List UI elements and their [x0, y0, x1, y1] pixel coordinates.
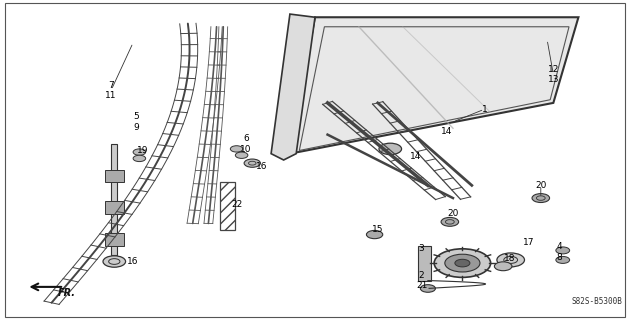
Text: 20: 20: [535, 181, 546, 190]
Circle shape: [236, 152, 248, 158]
Circle shape: [367, 230, 383, 239]
Text: 15: 15: [372, 225, 384, 234]
Circle shape: [379, 143, 401, 155]
Circle shape: [244, 159, 260, 167]
Text: 14: 14: [410, 152, 421, 161]
Polygon shape: [271, 14, 315, 160]
Text: FR.: FR.: [58, 288, 76, 299]
Polygon shape: [105, 170, 123, 182]
Circle shape: [445, 254, 480, 272]
Polygon shape: [105, 201, 123, 214]
Circle shape: [231, 146, 243, 152]
Text: 16: 16: [256, 162, 268, 171]
Text: 4
8: 4 8: [557, 242, 563, 262]
Circle shape: [495, 262, 512, 271]
Circle shape: [133, 149, 146, 155]
Circle shape: [556, 256, 570, 263]
Text: 2
21: 2 21: [416, 271, 427, 290]
Text: 7
11: 7 11: [105, 81, 117, 100]
Circle shape: [103, 256, 125, 267]
Text: 1: 1: [481, 105, 487, 114]
Text: 6
10: 6 10: [240, 134, 252, 154]
Text: 19: 19: [137, 146, 148, 155]
Text: S82S-B5300B: S82S-B5300B: [571, 297, 622, 306]
Text: 20: 20: [447, 209, 459, 219]
Text: 3: 3: [419, 244, 425, 253]
Text: 16: 16: [127, 257, 139, 266]
Circle shape: [441, 217, 459, 226]
Text: 18: 18: [504, 254, 515, 263]
Text: 14: 14: [441, 127, 452, 136]
Circle shape: [420, 285, 435, 292]
Circle shape: [455, 259, 470, 267]
Polygon shape: [290, 17, 578, 154]
Text: 22: 22: [231, 200, 242, 209]
Circle shape: [532, 194, 549, 203]
Circle shape: [556, 247, 570, 254]
Polygon shape: [418, 246, 431, 281]
Text: 12
13: 12 13: [547, 65, 559, 84]
Polygon shape: [111, 144, 117, 255]
Text: 17: 17: [522, 238, 534, 247]
Polygon shape: [105, 233, 123, 246]
Circle shape: [434, 249, 491, 277]
Text: 5
9: 5 9: [134, 112, 139, 132]
Circle shape: [133, 155, 146, 162]
Circle shape: [497, 253, 525, 267]
